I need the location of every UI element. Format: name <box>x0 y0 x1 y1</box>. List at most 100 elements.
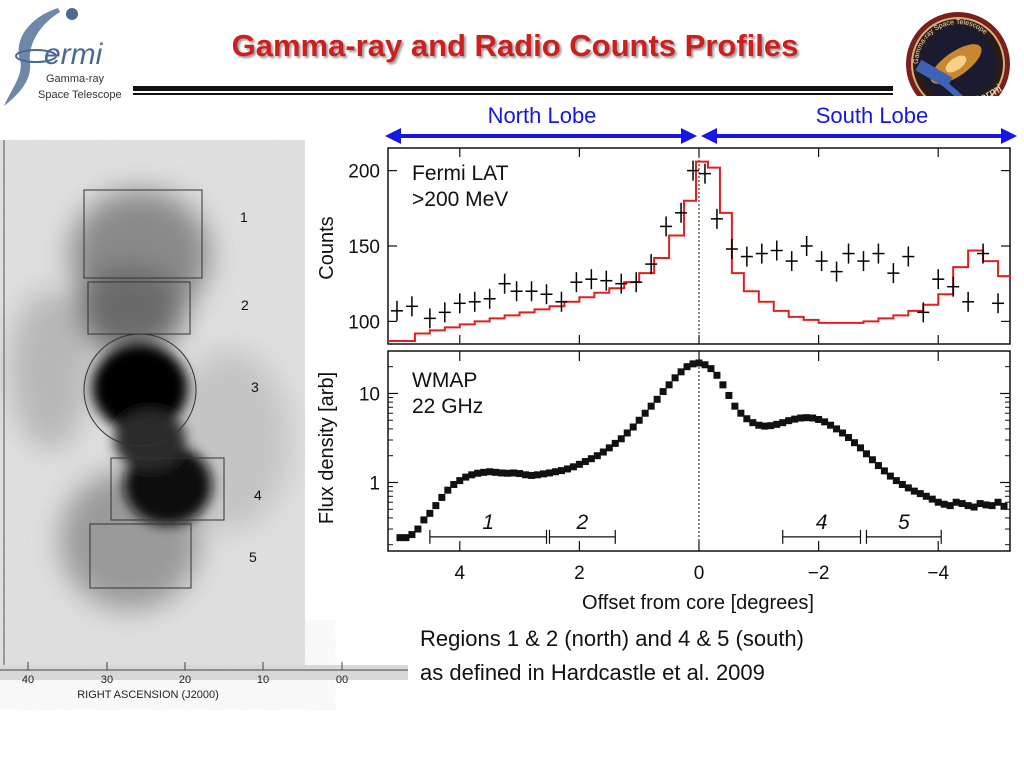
wmap-data-point <box>809 414 817 422</box>
north-lobe-arrow-head-left <box>385 128 401 144</box>
region-bar-label-1: 1 <box>482 511 494 534</box>
region-bar-2: 2 <box>548 511 616 544</box>
wmap-data-point <box>994 498 1002 506</box>
north-lobe-arrow-head-right <box>681 128 697 144</box>
wmap-data-point <box>964 502 972 510</box>
top-ytick-label-1: 150 <box>348 237 380 258</box>
fermi-data-point <box>842 243 855 264</box>
wmap-data-point <box>617 435 625 443</box>
wmap-data-point <box>856 444 864 452</box>
wmap-data-point <box>839 429 847 437</box>
wmap-data-point <box>701 361 709 369</box>
top-annotation-line1: Fermi LAT <box>412 162 509 185</box>
logo-wordmark: ermi <box>44 38 104 71</box>
profiles-chart-svg: North Lobe South Lobe 100 150 200 1 10 4 2 0 −2… <box>305 96 1024 620</box>
wmap-data-point <box>677 368 685 376</box>
wmap-data-point <box>928 495 936 503</box>
wmap-data-point <box>575 460 583 468</box>
map-xtick-0: 40 <box>22 674 34 686</box>
fermi-data-point <box>555 291 568 312</box>
top-annotation-line2: >200 MeV <box>412 188 508 211</box>
fermi-data-point <box>498 273 511 294</box>
wmap-data-point <box>749 419 757 427</box>
fermi-data-point <box>510 281 523 302</box>
wmap-data-point <box>785 417 793 425</box>
wmap-flux-panel: 1 10 4 2 0 −2 −4 1 2 4 5 <box>359 350 1011 584</box>
wmap-data-point <box>599 448 607 456</box>
radio-map-panel: 1 2 3 4 5 40 30 20 10 00 RIGHT ASCENSION… <box>0 140 408 710</box>
wmap-data-point <box>695 359 703 367</box>
fermi-data-point <box>390 300 403 321</box>
fermi-data-point <box>800 236 813 256</box>
fermi-data-point <box>600 270 613 291</box>
wmap-data-point <box>408 531 416 539</box>
wmap-data-point <box>797 414 805 422</box>
wmap-data-point <box>922 492 930 500</box>
wmap-data-point <box>635 416 643 424</box>
wmap-data-point <box>581 458 589 466</box>
region-label-2: 2 <box>241 297 249 313</box>
wmap-data-point <box>647 402 655 410</box>
fermi-data-point <box>540 284 553 305</box>
fermi-swoosh-icon: ermi Gamma-ray Space Telescope <box>4 8 122 106</box>
caption-line2: as defined in Hardcastle et al. 2009 <box>420 660 765 685</box>
wmap-data-point <box>934 498 942 506</box>
wmap-data-point <box>815 416 823 424</box>
wmap-data-point <box>988 502 996 510</box>
wmap-data-point <box>593 452 601 460</box>
wmap-data-point <box>821 418 829 426</box>
wmap-data-point <box>845 434 853 442</box>
logo-line2: Space Telescope <box>38 89 122 101</box>
region-label-1: 1 <box>240 209 248 225</box>
wmap-data-point <box>522 471 530 479</box>
wmap-data-point <box>713 371 721 379</box>
map-xlabel: RIGHT ASCENSION (J2000) <box>77 689 219 701</box>
wmap-data-point <box>557 467 565 475</box>
wmap-data-point <box>958 500 966 508</box>
wmap-data-point <box>629 423 637 431</box>
wmap-data-point <box>450 480 458 488</box>
map-xtick-4: 00 <box>336 674 348 686</box>
region-bar-4: 4 <box>782 511 862 544</box>
fermi-data-point <box>830 261 843 282</box>
fermi-data-point <box>932 269 945 290</box>
wmap-data-point <box>480 468 488 476</box>
bottom-xlabel: Offset from core [degrees] <box>582 592 814 614</box>
south-lobe-arrow-head-left <box>701 128 717 144</box>
wmap-data-point <box>683 363 691 371</box>
mission-patch-icon: Gamma-ray Space Telescope Fermi <box>906 12 1010 116</box>
fermi-data-point <box>675 202 688 223</box>
wmap-data-point <box>880 467 888 475</box>
fermi-data-point <box>660 216 673 237</box>
slide-title: Gamma-ray and Radio Counts Profiles <box>231 28 799 63</box>
bottom-ytick-label-0: 1 <box>369 473 380 494</box>
wmap-data-point <box>1000 502 1008 510</box>
fermi-data-point <box>453 293 466 314</box>
wmap-data-point <box>779 419 787 427</box>
wmap-data-point <box>659 388 667 396</box>
wmap-data-point <box>773 420 781 428</box>
wmap-data-point <box>534 471 542 479</box>
fermi-data-point <box>977 243 990 264</box>
radio-map: 1 2 3 4 5 40 30 20 10 00 RIGHT ASCENSION… <box>0 140 408 701</box>
wmap-data-point <box>868 456 876 464</box>
fermi-data-point <box>872 243 885 264</box>
region-label-4: 4 <box>254 487 262 503</box>
south-lobe-arrow-head-right <box>1001 128 1017 144</box>
wmap-data-point <box>689 360 697 368</box>
wmap-data-point <box>916 490 924 498</box>
region-label-5: 5 <box>249 549 257 565</box>
region-bar-label-2: 2 <box>576 511 589 534</box>
fermi-data-point <box>423 308 436 329</box>
fermi-data-point <box>755 243 768 264</box>
fermi-counts-panel: 100 150 200 <box>348 147 1011 345</box>
wmap-data-point <box>862 450 870 458</box>
wmap-data-point <box>414 525 422 533</box>
logo-line1: Gamma-ray <box>46 73 105 85</box>
wmap-data-point <box>904 484 912 492</box>
wmap-data-point <box>898 480 906 488</box>
fermi-data-point <box>630 272 643 293</box>
top-ytick-label-0: 100 <box>348 312 380 333</box>
wmap-data-point <box>946 502 954 510</box>
bottom-xtick-label-2: 0 <box>694 563 705 584</box>
